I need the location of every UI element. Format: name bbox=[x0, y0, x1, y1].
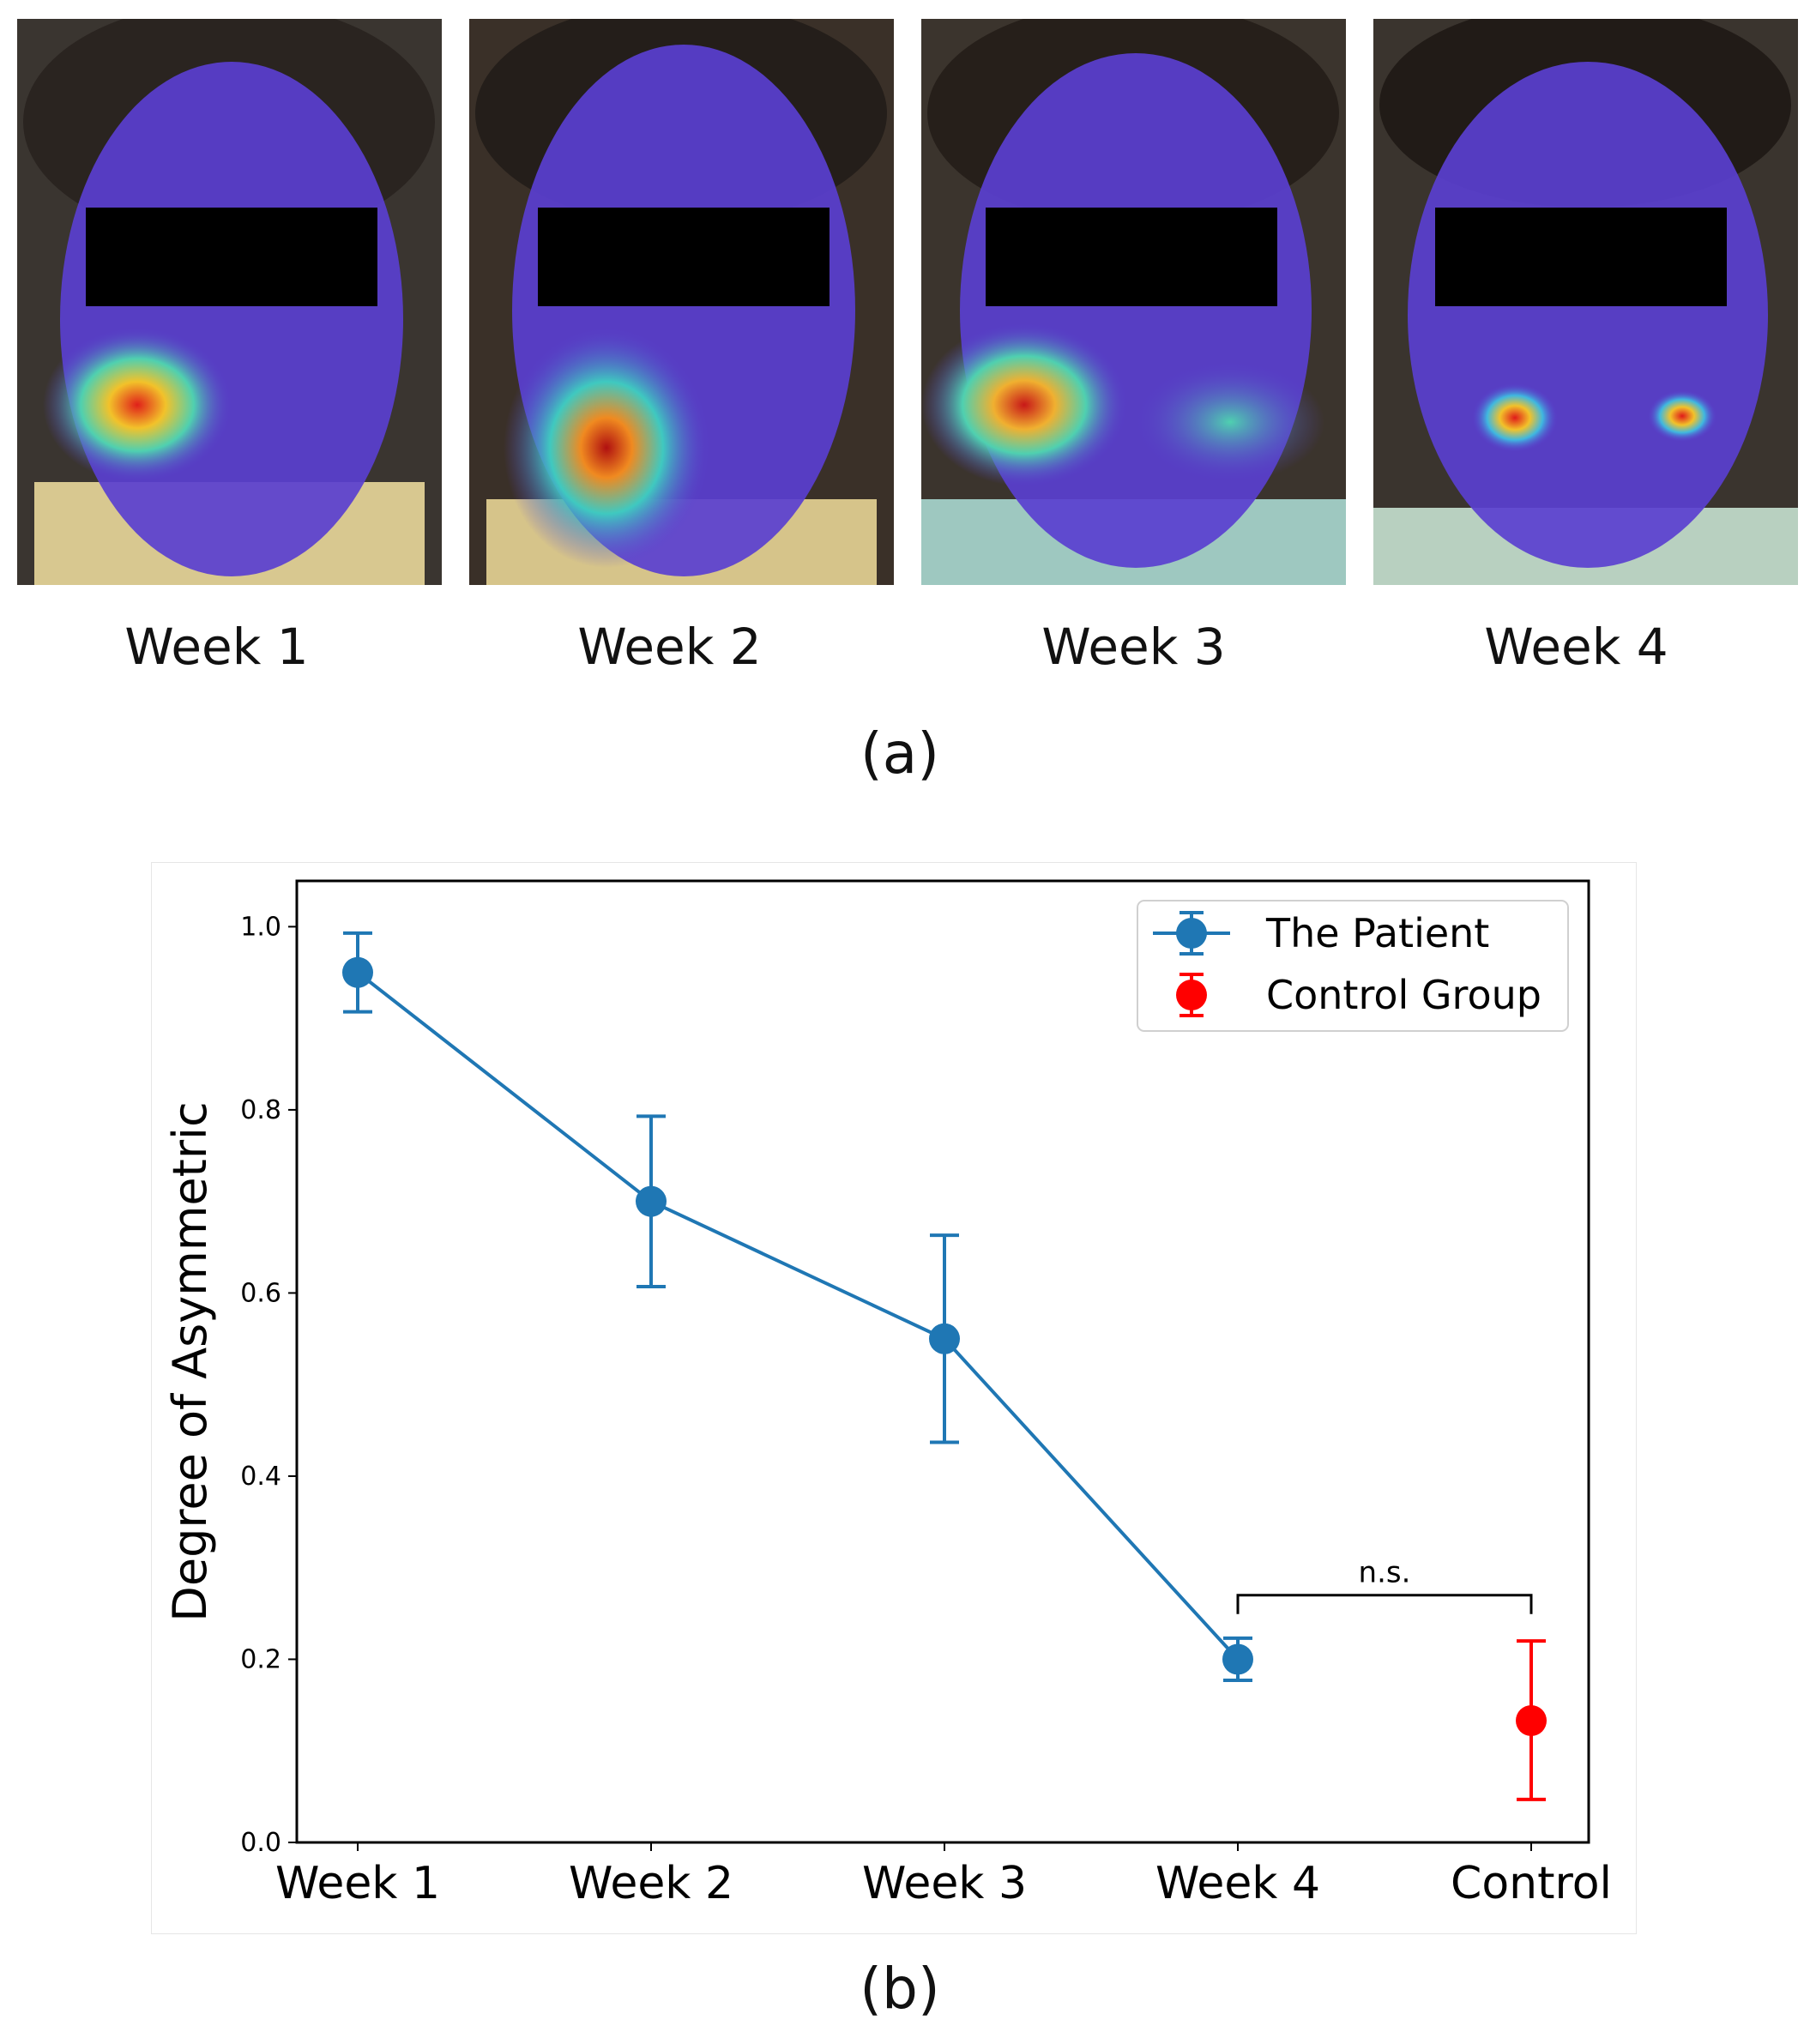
heatmap-image-week-1 bbox=[17, 19, 442, 585]
y-tick-label: 0.6 bbox=[240, 1278, 281, 1308]
x-tick-label: Week 1 bbox=[275, 1858, 440, 1909]
legend-label: Control Group bbox=[1266, 972, 1541, 1018]
significance-label: n.s. bbox=[1359, 1556, 1411, 1590]
image-label-week-2: Week 2 bbox=[577, 618, 762, 676]
data-point bbox=[342, 956, 373, 988]
data-point bbox=[1222, 1643, 1253, 1675]
caption-b: (b) bbox=[860, 1956, 940, 2022]
legend-label: The Patient bbox=[1265, 910, 1489, 956]
legend-marker bbox=[1176, 918, 1207, 949]
x-tick-label: Week 3 bbox=[862, 1858, 1027, 1909]
y-axis-label: Degree of Asymmetric bbox=[163, 1101, 217, 1621]
series-line-0 bbox=[356, 971, 1240, 1661]
heatmap-image-week-4 bbox=[1373, 19, 1798, 585]
data-point bbox=[636, 1185, 667, 1217]
image-label-week-1: Week 1 bbox=[124, 618, 309, 676]
significance-bracket bbox=[1236, 1594, 1533, 1614]
plot-frame bbox=[295, 879, 1590, 1844]
x-tick-label: Week 4 bbox=[1155, 1858, 1320, 1909]
image-label-week-4: Week 4 bbox=[1484, 618, 1668, 676]
image-label-week-3: Week 3 bbox=[1041, 618, 1226, 676]
x-tick-label: Control bbox=[1451, 1858, 1612, 1909]
heatmap-image-week-2 bbox=[469, 19, 894, 585]
y-tick-label: 0.4 bbox=[240, 1462, 281, 1492]
legend-box bbox=[1137, 900, 1569, 1032]
x-tick-label: Week 2 bbox=[569, 1858, 733, 1909]
caption-a: (a) bbox=[860, 721, 939, 787]
legend-marker bbox=[1176, 980, 1207, 1010]
data-point bbox=[1516, 1705, 1547, 1737]
y-tick-label: 0.8 bbox=[240, 1095, 281, 1125]
y-tick-label: 0.2 bbox=[240, 1644, 281, 1674]
asymmetry-chart: 0.0 0.2 0.4 0.6 0.8 1.0 Week 1 Week 2 Week 3 Week… bbox=[151, 862, 1637, 1934]
heatmap-image-week-3 bbox=[921, 19, 1346, 585]
y-tick-label: 1.0 bbox=[240, 912, 281, 942]
y-tick-label: 0.0 bbox=[240, 1828, 281, 1858]
data-point bbox=[929, 1323, 960, 1354]
